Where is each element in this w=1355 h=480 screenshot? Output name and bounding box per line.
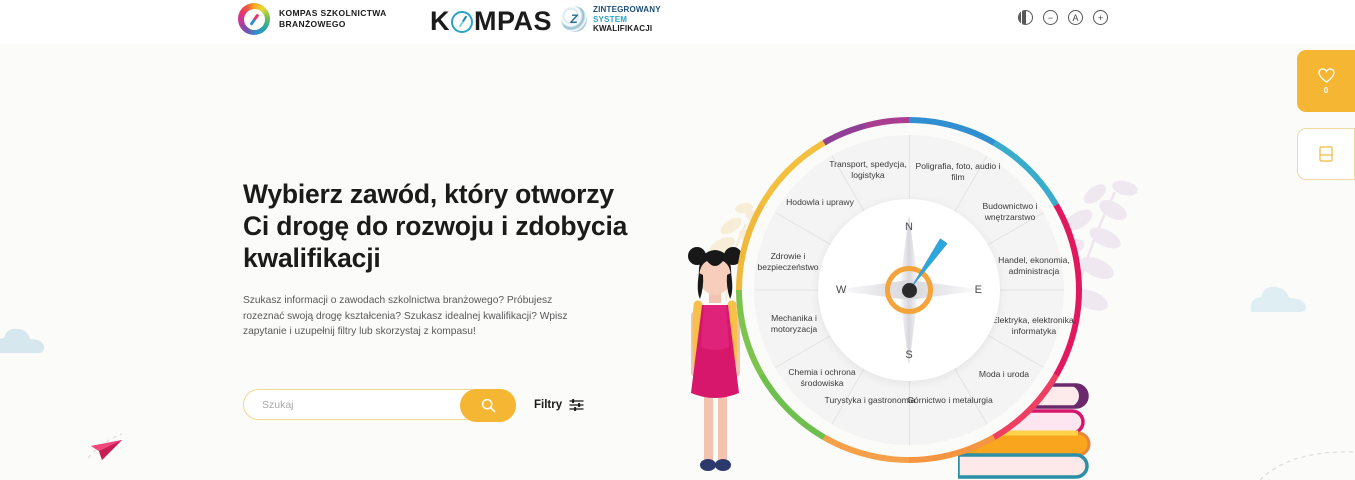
zsk-swirl-icon (561, 6, 587, 33)
sector-hodowla[interactable]: Hodowla i uprawy (786, 197, 854, 207)
search-row: Filtry (243, 389, 584, 422)
search-input[interactable] (244, 398, 454, 411)
cardinal-south: S (905, 349, 913, 361)
brand-suffix: MPAS (474, 6, 553, 36)
zsk-line-2: SYSTEM (593, 14, 628, 24)
paper-plane-icon (88, 433, 123, 460)
sector-poligrafia[interactable]: Poligrafia, foto, audio i film (915, 161, 1001, 183)
sector-chemia[interactable]: Chemia i ochrona środowiska (788, 367, 856, 389)
sector-zdrowie[interactable]: Zdrowie i bezpieczeństwo (757, 251, 819, 273)
sector-transport[interactable]: Transport, spedycja, logistyka (829, 159, 907, 181)
sector-moda[interactable]: Moda i uroda (978, 369, 1030, 379)
logo-line-1: KOMPAS SZKOLNICTWA (279, 7, 387, 18)
brand-prefix: K (430, 6, 450, 36)
accessibility-toolbar: − A + (1018, 9, 1108, 25)
filters-label: Filtry (534, 398, 563, 411)
search-box[interactable] (243, 389, 516, 422)
favorites-button[interactable]: 0 (1297, 50, 1355, 112)
logo-line-2: BRANŻOWEGO (279, 19, 346, 29)
cloud-icon (0, 328, 45, 353)
search-icon (481, 398, 495, 413)
font-increase-icon[interactable]: + (1093, 10, 1108, 25)
zsk-line-1: ZINTEGROWANY (593, 5, 661, 14)
sector-turystyka[interactable]: Turystyka i gastronomia (824, 395, 916, 405)
compass-rosette-icon (238, 3, 270, 35)
dashed-path-icon (1260, 451, 1355, 480)
font-decrease-icon[interactable]: − (1043, 10, 1058, 25)
sector-mechanika[interactable]: Mechanika i motoryzacja (770, 313, 818, 335)
contrast-icon[interactable] (1018, 9, 1033, 25)
sector-gornictwo[interactable]: Górnictwo i metalurgia (907, 395, 993, 405)
sliders-icon (569, 398, 584, 411)
rose-orange-ring (885, 266, 933, 314)
compass-rose: N E S W (818, 199, 1000, 381)
cloud-icon (1250, 286, 1307, 312)
logo-text: KOMPAS SZKOLNICTWA BRANŻOWEGO (279, 8, 387, 31)
sector-budownictwo[interactable]: Budownictwo i wnętrzarstwo (982, 201, 1038, 223)
book-icon (1319, 146, 1333, 162)
search-submit-button[interactable] (460, 389, 516, 422)
compass-needle-hub (901, 282, 917, 298)
favorites-count: 0 (1323, 85, 1329, 95)
font-reset-icon[interactable]: A (1068, 10, 1083, 25)
compass-o-icon (451, 10, 473, 33)
sector-elektryka[interactable]: Elektryka, elektronika, informatyka (991, 315, 1077, 337)
page-title: Wybierz zawód, który otworzy Ci drogę do… (243, 179, 628, 273)
glossary-button[interactable] (1297, 128, 1355, 180)
hero-paragraph: Szukasz informacji o zawodach szkolnictw… (243, 295, 568, 337)
site-header: KOMPAS SZKOLNICTWA BRANŻOWEGO K MPAS ZIN… (0, 0, 1355, 44)
cardinal-north: N (905, 221, 913, 233)
compass-wheel[interactable]: Poligrafia, foto, audio i film Budownict… (736, 117, 1082, 463)
logo-zsk[interactable]: ZINTEGROWANY SYSTEM KWALIFIKACJI (561, 5, 661, 34)
cardinal-east: E (974, 284, 982, 296)
heart-icon (1317, 67, 1335, 83)
cardinal-west: W (836, 284, 847, 296)
sector-handel[interactable]: Handel, ekonomia, administracja (998, 255, 1070, 277)
logo-kompas-szkolnictwa[interactable]: KOMPAS SZKOLNICTWA BRANŻOWEGO (238, 3, 387, 35)
zsk-text: ZINTEGROWANY SYSTEM KWALIFIKACJI (593, 5, 661, 34)
brand-wordmark[interactable]: K MPAS (430, 6, 552, 37)
filters-button[interactable]: Filtry (534, 398, 584, 412)
zsk-line-3: KWALIFIKACJI (593, 24, 653, 33)
girl-illustration (688, 247, 742, 471)
